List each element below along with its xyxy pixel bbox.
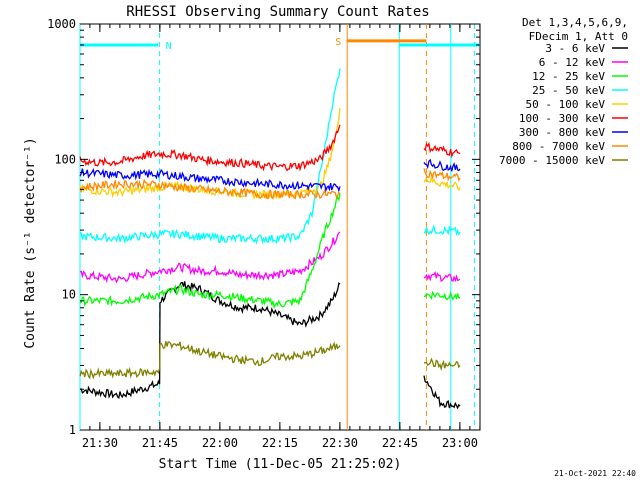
series-line xyxy=(423,174,461,192)
series-line xyxy=(423,271,461,283)
series-line xyxy=(79,341,341,380)
x-tick-label: 22:30 xyxy=(322,436,358,450)
x-tick-label: 22:15 xyxy=(262,436,298,450)
x-tick-label: 21:45 xyxy=(142,436,178,450)
x-tick-label: 22:45 xyxy=(382,436,418,450)
footer-date: 21-Oct-2021 22:40 xyxy=(554,469,636,478)
series-line xyxy=(79,178,341,200)
series-300-800-kev xyxy=(79,158,461,193)
series-line xyxy=(423,290,460,301)
series-line xyxy=(79,107,341,201)
legend-entry-label: 12 - 25 keV xyxy=(532,70,605,83)
series-line xyxy=(423,223,461,237)
x-tick-label: 22:00 xyxy=(202,436,238,450)
series-line xyxy=(79,193,341,310)
legend-entry-label: 800 - 7000 keV xyxy=(512,140,605,153)
series-7000-15000-kev xyxy=(79,341,461,380)
series-line xyxy=(79,231,341,284)
legend-header: Det 1,3,4,5,6,9, xyxy=(522,16,628,29)
series-line xyxy=(423,375,461,410)
series-3-6-kev xyxy=(79,281,461,410)
series-line xyxy=(423,158,461,172)
y-tick-label: 100 xyxy=(54,152,76,166)
y-axis-label: Count Rate (s⁻¹ detector⁻¹) xyxy=(23,137,38,348)
legend-entry-label: 300 - 800 keV xyxy=(519,126,605,139)
series-line xyxy=(423,357,461,372)
legend-entry-label: 100 - 300 keV xyxy=(519,112,605,125)
series-line xyxy=(79,281,341,400)
series-100-300-kev xyxy=(79,124,461,172)
series-line xyxy=(423,168,461,182)
legend-entry-label: 50 - 100 keV xyxy=(526,98,606,111)
series-line xyxy=(79,124,341,172)
series-line xyxy=(79,68,341,245)
y-axis-ticks: 1 10 100 1000 xyxy=(47,17,480,437)
series-25-50-kev xyxy=(79,68,461,245)
y-tick-label: 10 xyxy=(62,288,76,302)
series-50-100-kev xyxy=(79,107,461,201)
series-800-7000-kev xyxy=(79,168,461,200)
series-12-25-kev xyxy=(79,193,460,310)
series-6-12-kev xyxy=(79,231,461,284)
x-tick-label: 23:00 xyxy=(442,436,478,450)
series-line xyxy=(423,142,461,159)
legend-entry-label: 25 - 50 keV xyxy=(532,84,605,97)
x-axis-label: Start Time (11-Dec-05 21:25:02) xyxy=(159,457,402,472)
legend-header: FDecim 1, Att 0 xyxy=(529,30,628,43)
y-tick-label: 1000 xyxy=(47,17,76,31)
flag-label: N xyxy=(166,41,172,52)
legend: Det 1,3,4,5,6,9,FDecim 1, Att 03 - 6 keV… xyxy=(499,16,628,167)
x-tick-label: 21:30 xyxy=(82,436,118,450)
legend-entry-label: 7000 - 15000 keV xyxy=(499,154,605,167)
legend-entry-label: 6 - 12 keV xyxy=(539,56,606,69)
chart-title: RHESSI Observing Summary Count Rates xyxy=(126,4,429,20)
x-axis-ticks: 21:30 21:45 22:00 22:15 22:30 22:45 23:00 xyxy=(82,24,481,450)
flag-label: S xyxy=(335,37,341,48)
legend-entry-label: 3 - 6 keV xyxy=(545,42,605,55)
y-tick-label: 1 xyxy=(69,423,76,437)
series-line xyxy=(79,168,341,193)
